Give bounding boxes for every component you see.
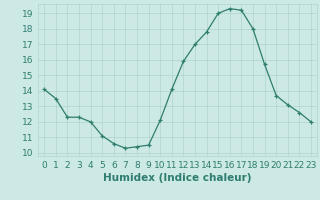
X-axis label: Humidex (Indice chaleur): Humidex (Indice chaleur) <box>103 173 252 183</box>
